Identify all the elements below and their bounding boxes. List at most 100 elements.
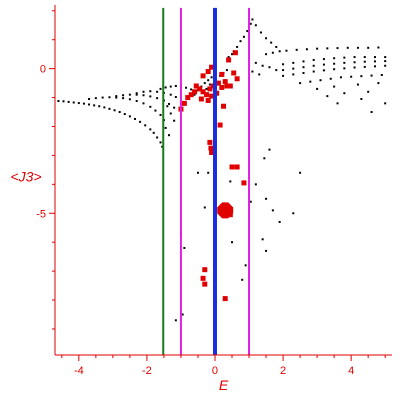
data-point bbox=[333, 68, 336, 71]
data-point bbox=[333, 85, 336, 88]
data-point bbox=[353, 61, 356, 64]
data-point bbox=[312, 64, 315, 67]
data-point-red bbox=[198, 96, 204, 102]
data-point-red bbox=[200, 275, 206, 281]
data-point bbox=[88, 98, 91, 101]
data-point-red bbox=[185, 95, 191, 101]
data-point-red bbox=[221, 103, 226, 109]
data-point bbox=[173, 106, 176, 109]
data-point bbox=[101, 96, 104, 99]
data-point bbox=[168, 134, 171, 137]
data-point bbox=[118, 111, 121, 114]
data-point bbox=[207, 171, 210, 174]
data-point bbox=[142, 90, 145, 93]
data-point-red bbox=[226, 57, 232, 63]
data-point-red bbox=[222, 79, 228, 85]
data-point bbox=[259, 31, 262, 34]
data-point bbox=[135, 100, 138, 103]
data-point bbox=[88, 103, 91, 106]
data-point bbox=[263, 157, 266, 160]
data-point bbox=[62, 100, 65, 103]
data-point bbox=[285, 49, 288, 52]
data-point bbox=[183, 246, 186, 249]
data-point-red bbox=[231, 70, 237, 76]
data-point bbox=[251, 70, 254, 73]
data-point bbox=[203, 206, 206, 209]
data-point bbox=[227, 56, 230, 59]
data-point bbox=[149, 95, 152, 98]
data-point bbox=[210, 76, 213, 79]
data-point-red bbox=[207, 139, 213, 145]
data-point bbox=[316, 47, 319, 50]
data-point bbox=[373, 60, 376, 63]
data-point bbox=[329, 77, 332, 80]
data-point bbox=[94, 97, 97, 100]
data-point bbox=[367, 46, 370, 49]
data-point bbox=[128, 115, 131, 118]
data-point bbox=[258, 73, 261, 76]
data-point bbox=[174, 95, 177, 98]
data-point bbox=[169, 112, 172, 115]
data-point bbox=[336, 102, 339, 105]
data-point bbox=[185, 86, 188, 89]
data-point bbox=[231, 53, 234, 56]
data-point bbox=[292, 73, 295, 76]
data-point bbox=[229, 180, 232, 183]
data-point bbox=[249, 200, 252, 203]
data-point bbox=[135, 93, 138, 96]
data-point bbox=[261, 238, 264, 241]
data-point-red bbox=[207, 86, 213, 92]
data-point bbox=[77, 102, 80, 105]
data-point-red-large bbox=[217, 202, 234, 219]
data-point bbox=[122, 97, 125, 100]
data-point bbox=[142, 94, 145, 97]
data-point bbox=[149, 105, 152, 108]
data-point bbox=[326, 95, 329, 98]
data-point-red bbox=[208, 145, 214, 151]
data-point bbox=[356, 46, 359, 49]
data-point bbox=[326, 47, 329, 50]
data-point bbox=[142, 102, 145, 105]
data-point bbox=[265, 37, 268, 40]
data-point bbox=[319, 79, 322, 82]
data-point-red bbox=[234, 164, 240, 170]
data-point bbox=[373, 65, 376, 68]
data-point bbox=[196, 171, 199, 174]
data-point bbox=[363, 65, 366, 68]
data-point-red bbox=[217, 122, 223, 128]
data-point bbox=[174, 84, 177, 87]
data-point-red bbox=[197, 86, 203, 92]
data-point bbox=[133, 117, 136, 120]
data-point bbox=[312, 58, 315, 61]
data-point bbox=[193, 93, 196, 96]
data-point bbox=[282, 74, 285, 77]
data-point bbox=[360, 75, 363, 78]
data-point-red bbox=[234, 76, 240, 82]
data-point bbox=[246, 30, 249, 33]
x-tick-label: 0 bbox=[212, 365, 218, 377]
data-point bbox=[149, 90, 152, 93]
data-point bbox=[278, 50, 281, 53]
data-point bbox=[261, 64, 264, 67]
data-point bbox=[292, 67, 295, 70]
data-point bbox=[350, 75, 353, 78]
data-point bbox=[123, 113, 126, 116]
data-point bbox=[370, 74, 373, 77]
data-point bbox=[275, 69, 278, 72]
data-point bbox=[343, 67, 346, 70]
data-point bbox=[377, 46, 380, 49]
data-point bbox=[367, 90, 370, 93]
data-point bbox=[115, 95, 118, 98]
x-tick-label: 2 bbox=[280, 365, 286, 377]
y-tick-label: -5 bbox=[36, 208, 46, 220]
data-point bbox=[225, 69, 228, 72]
ticks: -4 -2 0 2 4 0 -5 bbox=[36, 10, 386, 377]
data-point-red bbox=[205, 97, 211, 103]
data-point bbox=[203, 82, 206, 85]
data-point bbox=[346, 46, 349, 49]
data-point bbox=[108, 96, 111, 99]
data-point-red bbox=[200, 73, 206, 79]
data-point bbox=[302, 60, 305, 63]
y-axis-label: <J3> bbox=[10, 168, 41, 184]
